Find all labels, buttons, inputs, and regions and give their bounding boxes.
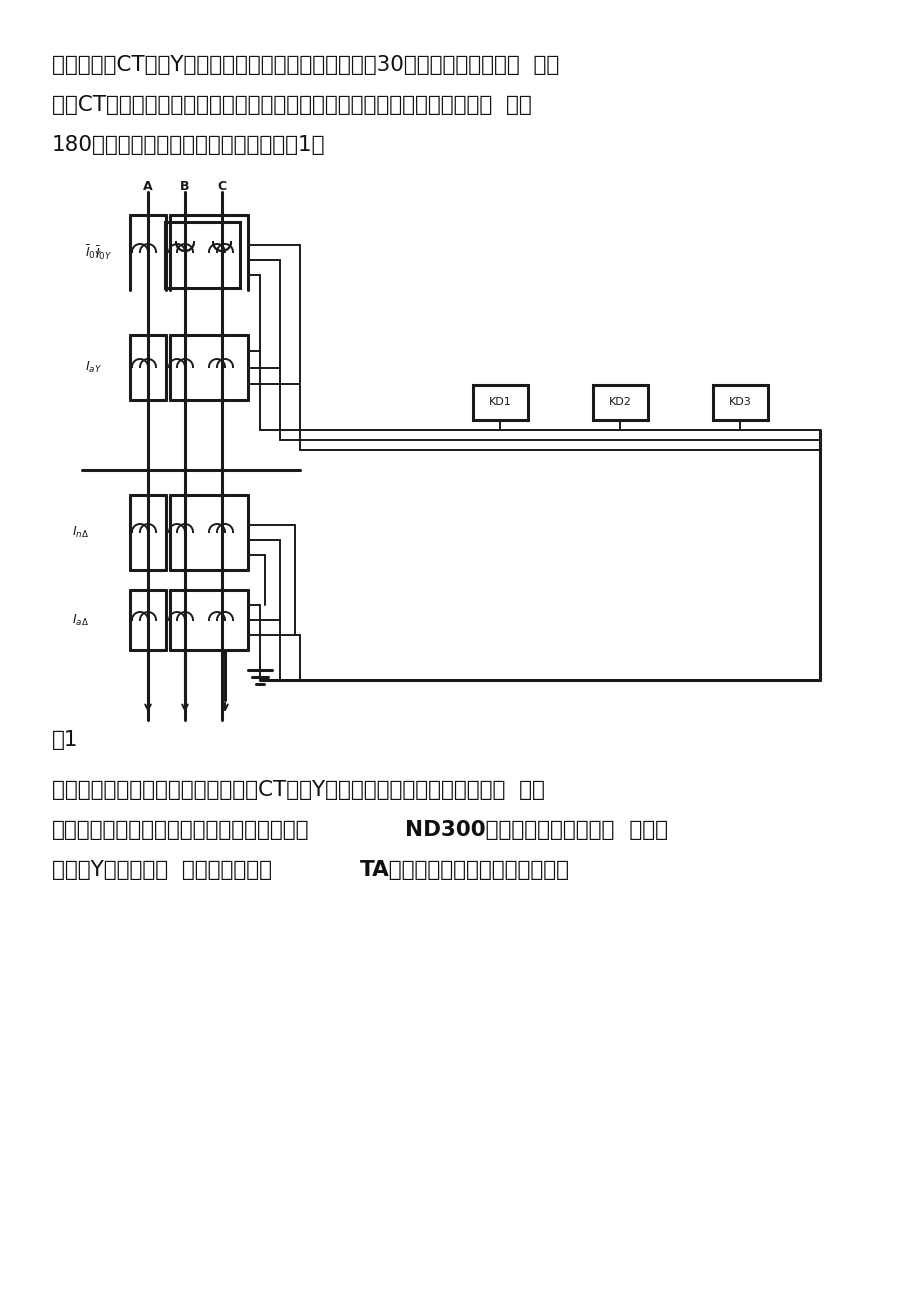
Text: $\bar{I}_{0Y}$: $\bar{I}_{0Y}$ <box>85 244 102 261</box>
Text: $\bar{I}_{0Y}$: $\bar{I}_{0Y}$ <box>95 244 112 262</box>
Text: A: A <box>143 180 153 193</box>
Text: $I_{a\Delta}$: $I_{a\Delta}$ <box>72 612 89 628</box>
Text: 均是移Y型侧，对于  侧电流的接线，: 均是移Y型侧，对于 侧电流的接线， <box>52 860 272 879</box>
Text: 完成的，下面来分析一下微机软件移相原理。: 完成的，下面来分析一下微机软件移相原理。 <box>52 820 309 840</box>
Text: 180度，即是逆极性接入。具体接线见图1：: 180度，即是逆极性接入。具体接线见图1： <box>52 135 325 156</box>
Text: B: B <box>180 180 189 193</box>
Text: KD2: KD2 <box>607 397 630 407</box>
Text: $I_{aY}$: $I_{aY}$ <box>85 359 102 375</box>
Text: $I_{n\Delta}$: $I_{n\Delta}$ <box>72 524 89 540</box>
Text: 而微机保护要求接入保护装置的各侧CT均为Y型接线，显而易见移相是通过软  件来: 而微机保护要求接入保护装置的各侧CT均为Y型接线，显而易见移相是通过软 件来 <box>52 779 544 800</box>
Text: TA二次电流相位不调整。电流平衡: TA二次电流相位不调整。电流平衡 <box>359 860 570 879</box>
Text: C: C <box>217 180 226 193</box>
Text: ND300系列变压器差动保护软  件移相: ND300系列变压器差动保护软 件移相 <box>404 820 667 840</box>
Text: 压侧的二次CT接成Y型，来平衡主变高压侧与低压侧的30度相位差的，然后再  通过: 压侧的二次CT接成Y型，来平衡主变高压侧与低压侧的30度相位差的，然后再 通过 <box>52 54 559 75</box>
Text: 二次CT变比的不同来平衡电流大小的，接线时要求接入差动继电器的电流要  相差: 二次CT变比的不同来平衡电流大小的，接线时要求接入差动继电器的电流要 相差 <box>52 95 531 115</box>
Text: KD1: KD1 <box>488 397 511 407</box>
Text: 图1: 图1 <box>52 730 78 750</box>
Text: KD3: KD3 <box>728 397 751 407</box>
